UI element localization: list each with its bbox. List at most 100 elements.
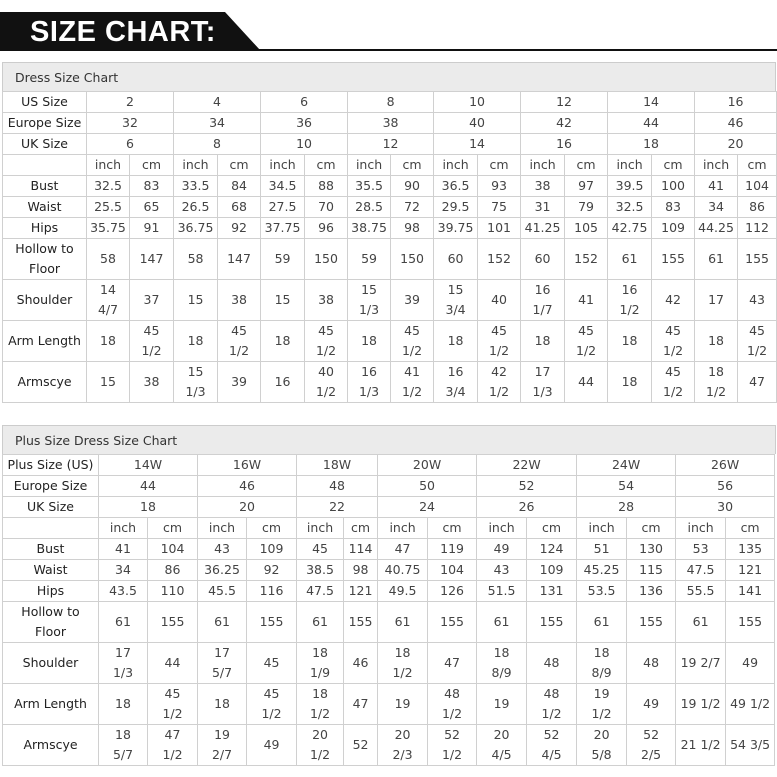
table-cell: 42 <box>651 279 696 321</box>
table-cell: 155 <box>526 601 578 643</box>
table-cell: cm <box>343 517 379 539</box>
table-cell: 52 <box>343 724 379 766</box>
measurement-row: Arm Length 18 45 1/2 18 45 1/2 18 1/2 47 19 48 1… <box>2 683 777 725</box>
table-cell: 17 <box>694 279 739 321</box>
table-cell: 40.75 <box>377 559 429 581</box>
table-cell: 45.25 <box>576 559 628 581</box>
table-cell: 16 <box>694 91 777 113</box>
table-cell: 39 <box>217 361 262 403</box>
table-cell: cm <box>626 517 677 539</box>
table-cell: 16 1/2 <box>607 279 653 321</box>
table-cell: 49 <box>246 724 298 766</box>
empty-cell <box>2 154 87 176</box>
table-cell: 105 <box>564 217 609 239</box>
table-cell: 52 <box>476 475 578 497</box>
table-cell: inch <box>260 154 306 176</box>
table-cell: inch <box>377 517 429 539</box>
table-cell: 61 <box>675 601 727 643</box>
table-cell: 28.5 <box>347 196 392 218</box>
table-cell: 18 <box>607 320 653 362</box>
table-cell: 45 1/2 <box>128 320 175 362</box>
table-cell: 30 <box>675 496 776 518</box>
table-cell: 45 1/2 <box>651 320 696 362</box>
table-cell: 155 <box>427 601 478 643</box>
table-cell: 26 <box>476 496 578 518</box>
table-cell: 53 <box>675 538 727 560</box>
table-cell: 52 4/5 <box>526 724 578 766</box>
table-cell: 20 2/3 <box>377 724 429 766</box>
table-cell: 100 <box>651 175 696 197</box>
table-cell: 19 <box>476 683 528 725</box>
table-cell: 26.5 <box>173 196 219 218</box>
table-cell: cm <box>737 154 777 176</box>
table-cell: 141 <box>725 580 776 602</box>
table-cell: 83 <box>651 196 696 218</box>
table-cell: 36 <box>260 112 349 134</box>
measurement-row: Hollow to Floor 58 147 58 147 59 150 59 150 60 152… <box>2 238 777 280</box>
row-label: Bust <box>2 538 99 560</box>
measurement-row: Armscye 18 5/7 47 1/2 19 2/7 49 20 1/2 52 20 2/… <box>2 724 777 766</box>
table-cell: 44.25 <box>694 217 739 239</box>
table-cell: 44 <box>146 642 199 684</box>
table-cell: 41.25 <box>520 217 566 239</box>
table-cell: 41 <box>98 538 148 560</box>
table-cell: 34 <box>98 559 148 581</box>
table-cell: 8 <box>347 91 435 113</box>
divider <box>0 49 777 51</box>
table-cell: inch <box>694 154 739 176</box>
measurement-row: Hips 43.5 110 45.5 116 47.5 121 49.5 126 51.5 131 5… <box>2 580 777 602</box>
table-cell: 130 <box>626 538 677 560</box>
table-cell: 15 3/4 <box>433 279 479 321</box>
table-cell: 155 <box>343 601 379 643</box>
table-cell: 26W <box>675 454 776 476</box>
table-cell: 20 1/2 <box>296 724 345 766</box>
table-cell: 18 <box>520 320 566 362</box>
table-cell: 121 <box>343 580 379 602</box>
table-cell: 110 <box>146 580 199 602</box>
table-cell: 18 1/9 <box>296 642 345 684</box>
table-cell: 131 <box>526 580 578 602</box>
table-cell: inch <box>433 154 479 176</box>
size-row: Europe Size 32 34 36 38 40 42 44 46 <box>2 112 777 134</box>
table-cell: 37.75 <box>260 217 306 239</box>
table-cell: 59 <box>260 238 306 280</box>
row-label: Waist <box>2 559 99 581</box>
table-cell: 41 <box>694 175 739 197</box>
table-cell: 152 <box>477 238 522 280</box>
table-cell: 15 1/3 <box>173 361 219 403</box>
plus-size-chart: Plus Size Dress Size Chart Plus Size (US… <box>2 425 776 766</box>
row-label: Plus Size (US) <box>2 454 99 476</box>
table-cell: 40 <box>433 112 522 134</box>
table-cell: 86 <box>146 559 199 581</box>
table-cell: 45 1/2 <box>146 683 199 725</box>
table-cell: 16 1/7 <box>520 279 566 321</box>
table-cell: 17 1/3 <box>520 361 566 403</box>
table-cell: cm <box>651 154 696 176</box>
table-cell: 38 <box>304 279 349 321</box>
table-cell: 84 <box>217 175 262 197</box>
table-cell: 18 <box>607 133 696 155</box>
table-cell: cm <box>477 154 522 176</box>
table-cell: 104 <box>146 538 199 560</box>
table-cell: 49 <box>476 538 528 560</box>
table-cell: 20 4/5 <box>476 724 528 766</box>
table-cell: 35.75 <box>86 217 130 239</box>
table-cell: 36.75 <box>173 217 219 239</box>
table-cell: 96 <box>304 217 349 239</box>
table-cell: 147 <box>128 238 175 280</box>
table-cell: 14 <box>607 91 696 113</box>
table-cell: 61 <box>576 601 628 643</box>
table-cell: 28 <box>576 496 677 518</box>
table-cell: 19 <box>377 683 429 725</box>
table-cell: 152 <box>564 238 609 280</box>
table-cell: 155 <box>626 601 677 643</box>
table-cell: 45 1/2 <box>737 320 777 362</box>
table-cell: 39 <box>390 279 435 321</box>
table-cell: 25.5 <box>86 196 130 218</box>
table-cell: 42.75 <box>607 217 653 239</box>
row-label: Shoulder <box>2 279 87 321</box>
table-cell: 4 <box>173 91 262 113</box>
table-cell: 47.5 <box>675 559 727 581</box>
table-cell: 60 <box>433 238 479 280</box>
row-label: Hollow to Floor <box>2 601 99 643</box>
